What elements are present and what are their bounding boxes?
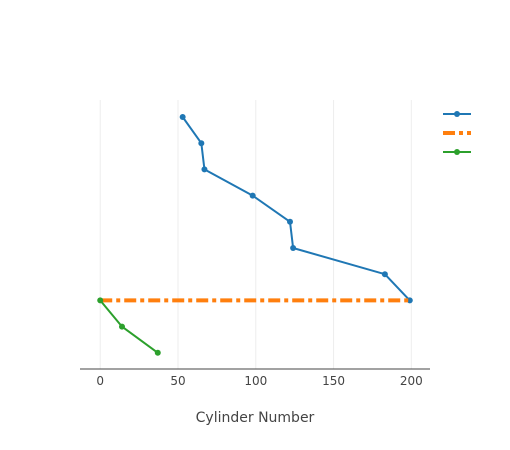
series-2-point-1: [119, 323, 125, 330]
series-0-point-4: [287, 218, 293, 225]
series-0-line: [181, 116, 411, 302]
series-0-point-7: [406, 297, 413, 304]
x-tick-label-4: 200: [400, 374, 423, 388]
series-group: [97, 114, 413, 356]
series-0-point-1: [198, 140, 205, 147]
legend[interactable]: [443, 111, 471, 155]
series-0-point-3: [249, 192, 256, 199]
series-0-point-6: [381, 271, 388, 278]
x-tick-label-1: 50: [170, 374, 185, 388]
legend-entry-2-marker[interactable]: [454, 149, 460, 155]
series-0-point-2: [201, 166, 208, 173]
series-0-point-5: [290, 245, 297, 251]
x-tick-label-0: 0: [96, 374, 104, 388]
x-tick-label-2: 100: [244, 374, 267, 388]
x-axis-title: Cylinder Number: [196, 410, 315, 426]
series-2-point-0: [97, 297, 104, 304]
legend-entry-0-marker[interactable]: [454, 111, 460, 117]
series-2-line: [99, 299, 159, 354]
grid: [99, 100, 412, 369]
series-2-point-2: [154, 349, 161, 356]
series-0-point-0: [179, 114, 186, 120]
x-tick-labels: 0 50 100 150 200: [96, 374, 422, 388]
x-tick-label-3: 150: [322, 374, 345, 388]
